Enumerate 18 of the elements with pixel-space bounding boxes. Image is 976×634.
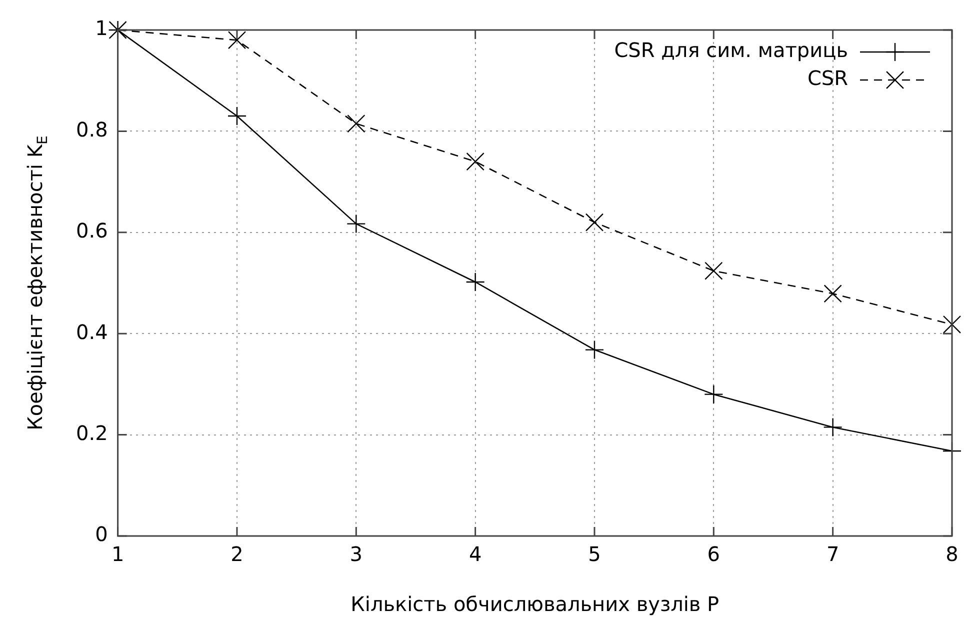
x-tick-label: 7: [826, 542, 840, 566]
x-axis-title: Кількість обчислювальних вузлів P: [350, 592, 720, 616]
x-tick-label: 1: [111, 542, 124, 566]
x-tick-label: 6: [707, 542, 720, 566]
x-tick-label: 3: [350, 542, 363, 566]
legend-label: CSR для сим. матриць: [614, 38, 848, 62]
y-tick-label: 0.4: [76, 320, 108, 344]
y-axis-title: Коефіцієнт ефективності KE: [23, 136, 51, 430]
x-tick-label: 5: [588, 542, 601, 566]
y-tick-label: 0.8: [76, 117, 108, 142]
y-tick-label: 0.6: [76, 218, 108, 243]
x-tick-label: 8: [946, 542, 958, 566]
y-tick-label: 1: [95, 16, 108, 40]
legend-label: CSR: [807, 66, 848, 90]
x-tick-label: 2: [230, 542, 244, 566]
y-tick-label: 0.2: [76, 421, 108, 446]
y-tick-label: 0: [95, 522, 108, 546]
x-tick-label: 4: [468, 542, 482, 566]
